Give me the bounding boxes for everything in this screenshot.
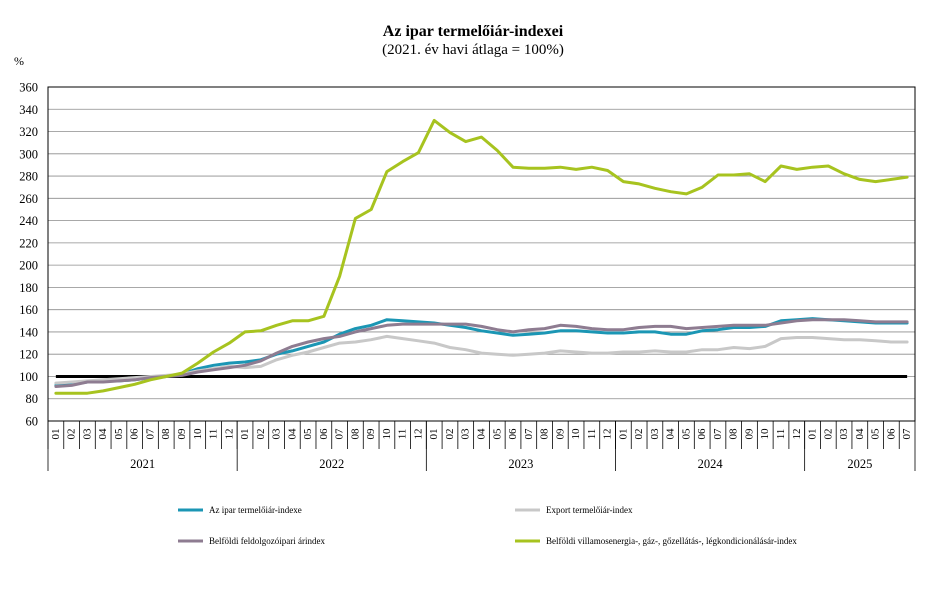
y-tick-label: 240	[19, 214, 38, 228]
y-tick-label: 160	[19, 303, 38, 317]
x-tick-label: 06	[507, 428, 519, 440]
x-tick-label: 03	[649, 428, 661, 440]
x-tick-label: 02	[255, 429, 267, 440]
x-tick-label: 04	[286, 428, 298, 440]
x-tick-label: 01	[807, 429, 819, 440]
x-tick-label: 04	[854, 428, 866, 440]
x-tick-label: 05	[870, 428, 882, 440]
x-tick-label: 03	[838, 428, 850, 440]
y-tick-label: 320	[19, 125, 38, 139]
year-label: 2023	[508, 457, 533, 471]
year-label: 2025	[847, 457, 872, 471]
y-tick-label: 100	[19, 370, 38, 384]
x-tick-label: 09	[554, 428, 566, 440]
year-label: 2024	[698, 457, 724, 471]
legend-label: Az ipar termelőiár-indexe	[209, 505, 302, 515]
x-tick-label: 05	[680, 428, 692, 440]
y-axis-ticks: 60 80 100 120 140 160 180 200 220 240 260 280 300 320…	[19, 81, 38, 429]
x-tick-label: 03	[81, 428, 93, 440]
x-tick-label: 12	[223, 429, 235, 440]
y-tick-label: 180	[19, 281, 38, 295]
x-tick-label: 05	[113, 428, 125, 440]
x-tick-label: 07	[334, 428, 346, 440]
y-tick-label: 220	[19, 236, 38, 250]
series-line-4	[54, 118, 909, 395]
x-tick-label: 02	[444, 429, 456, 440]
x-tick-label: 02	[633, 429, 645, 440]
x-tick-label: 10	[192, 428, 204, 440]
x-tick-label: 12	[791, 429, 803, 440]
x-tick-label: 06	[885, 428, 897, 440]
y-tick-label: 360	[19, 81, 38, 95]
y-tick-label: 260	[19, 192, 38, 206]
x-tick-label: 11	[208, 429, 220, 440]
series-line-3	[54, 318, 909, 388]
legend: Az ipar termelőiár-indexe Export termelői…	[178, 505, 797, 546]
x-tick-label: 06	[318, 428, 330, 440]
x-tick-label: 06	[696, 428, 708, 440]
x-tick-label: 11	[775, 429, 787, 440]
x-tick-label: 05	[491, 428, 503, 440]
x-tick-label: 09	[365, 428, 377, 440]
plot-area-border	[47, 86, 916, 422]
x-tick-label: 04	[665, 428, 677, 440]
x-tick-label: 03	[460, 428, 472, 440]
x-tick-label: 01	[239, 429, 251, 440]
x-tick-label: 03	[271, 428, 283, 440]
x-tick-label: 09	[743, 428, 755, 440]
series-lines	[54, 118, 909, 395]
x-tick-label: 10	[570, 428, 582, 440]
x-tick-label: 11	[586, 429, 598, 440]
x-tick-label: 04	[97, 428, 109, 440]
x-tick-label: 08	[160, 428, 172, 440]
x-tick-label: 08	[539, 428, 551, 440]
y-tick-label: 200	[19, 259, 38, 273]
x-tick-label: 07	[523, 428, 535, 440]
legend-label: Belföldi villamosenergia-, gáz-, gőzellá…	[546, 536, 797, 546]
y-tick-label: 300	[19, 147, 38, 161]
year-label: 2021	[130, 457, 155, 471]
x-tick-label: 07	[712, 428, 724, 440]
x-tick-label: 09	[176, 428, 188, 440]
x-tick-label: 07	[901, 428, 913, 440]
x-tick-label: 07	[144, 428, 156, 440]
x-tick-label: 10	[759, 428, 771, 440]
chart-title: Az ipar termelőiár-indexei	[383, 23, 564, 40]
x-tick-label: 10	[381, 428, 393, 440]
chart-subtitle: (2021. év havi átlaga = 100%)	[382, 42, 564, 58]
x-tick-label: 02	[822, 429, 834, 440]
year-label: 2022	[319, 457, 344, 471]
x-tick-label: 05	[302, 428, 314, 440]
legend-label: Belföldi feldolgozóipari árindex	[209, 536, 325, 546]
x-tick-label: 01	[50, 429, 62, 440]
y-tick-label: 120	[19, 348, 38, 362]
x-tick-label: 12	[412, 429, 424, 440]
y-tick-label: 140	[19, 325, 38, 339]
y-tick-label: 280	[19, 170, 38, 184]
y-tick-label: 80	[26, 392, 39, 406]
x-tick-label: 12	[602, 429, 614, 440]
x-tick-label: 04	[476, 428, 488, 440]
x-tick-label: 02	[66, 429, 78, 440]
legend-label: Export termelőiár-index	[546, 505, 633, 515]
x-tick-label: 01	[428, 429, 440, 440]
x-tick-label: 08	[349, 428, 361, 440]
y-tick-label: 340	[19, 103, 38, 117]
x-tick-label: 06	[129, 428, 141, 440]
x-tick-label: 01	[617, 429, 629, 440]
x-tick-label: 08	[728, 428, 740, 440]
x-tick-label: 11	[397, 429, 409, 440]
y-axis-unit-label: %	[14, 54, 24, 68]
y-tick-label: 60	[26, 415, 39, 429]
